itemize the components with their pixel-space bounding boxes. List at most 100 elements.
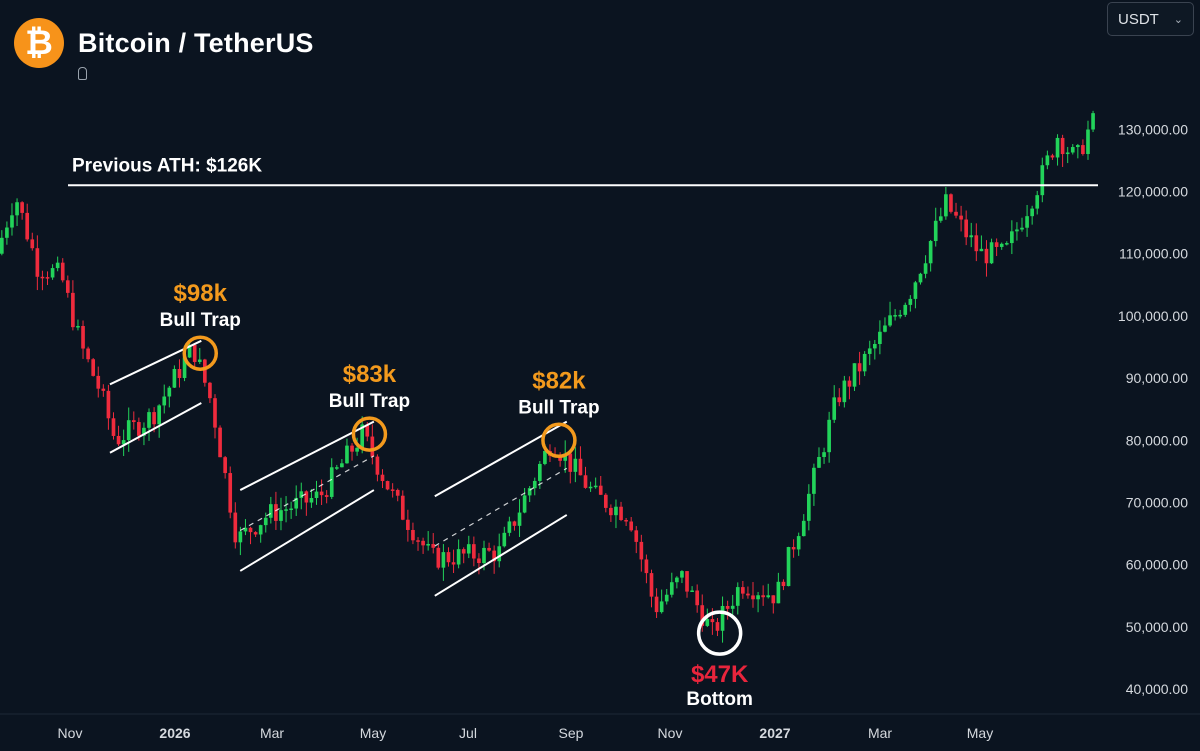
candle-body [228,473,233,513]
candle-body [482,547,486,564]
candle-body [1015,229,1019,232]
annotation-circle [182,335,219,371]
candle-body [634,530,639,542]
candle-body [999,243,1004,247]
candle-body [888,315,892,326]
candle-body [411,529,415,541]
y-tick-label: 70,000.00 [1126,495,1188,511]
candle-body [25,212,30,240]
x-tick-label: Mar [260,725,284,741]
annotation-circle [696,610,743,656]
candle-body [1091,113,1095,130]
candle-body [5,227,9,238]
candle-body [1025,216,1029,228]
candle-body [223,457,227,474]
candle-body [883,325,887,332]
candle-body [456,549,461,565]
candle-body [400,495,405,520]
candle-body [192,344,197,362]
candle-body [147,412,151,428]
candle-body [700,605,705,626]
candle-body [345,445,349,464]
candle-body [563,453,568,461]
candle-body [1040,165,1045,196]
x-tick-label: Jul [459,725,477,741]
candle-body [654,596,659,613]
candle-body [421,540,425,546]
candle-body [502,532,507,547]
candle-body [786,547,791,587]
candle-body [603,494,608,508]
candle-body [121,440,126,445]
candle-body [867,348,872,354]
candle-body [340,463,344,468]
candle-body [938,216,943,221]
candle-body [289,508,293,511]
candle-body [964,219,968,238]
candle-body [360,424,365,448]
candle-body [781,581,786,587]
x-tick-label: Mar [868,725,892,741]
candle-body [959,215,963,220]
candle-body [436,547,441,568]
annotation-text-label: Bull Trap [329,391,410,412]
channel-mid-dashed-line [434,467,568,547]
y-tick-label: 60,000.00 [1126,557,1188,573]
x-tick-label: May [360,725,386,741]
candle-body [771,595,776,604]
candle-body [497,546,502,562]
candle-body [243,527,248,532]
candle-body [1020,227,1024,230]
candle-body [583,475,588,488]
candle-body [218,427,222,458]
candle-body [137,422,141,436]
chevron-down-icon: ⌄ [1173,13,1183,26]
candle-body [715,622,720,631]
candle-body [791,547,796,550]
candle-body [675,577,679,583]
annotation-text-label: Bull Trap [518,397,599,418]
currency-value: USDT [1118,10,1159,28]
candle-body [172,369,177,388]
candle-body [304,491,309,503]
candle-body [507,521,512,533]
candle-body [96,375,101,389]
candle-body [329,467,334,497]
channel-lower-line [109,402,202,454]
symbol-title: Bitcoin / TetherUS [78,27,314,58]
candle-body [162,396,167,406]
candle-body [208,382,212,399]
candle-body [334,467,339,469]
x-tick-label: Nov [58,725,83,741]
candle-body [390,489,395,491]
candle-body [710,619,715,623]
candle-body [167,387,172,397]
candle-body [862,353,867,372]
channel-upper-line [434,420,568,498]
candle-body [101,388,106,391]
x-tick-label: 2027 [759,725,790,741]
candle-body [406,519,410,530]
candle-body [725,605,730,609]
candle-body [812,467,816,494]
candle-body [989,242,994,264]
x-tick-label: May [967,725,993,741]
candle-body [720,605,725,631]
candle-body [913,282,918,299]
candle-body [1004,243,1009,245]
annotation-price-label: $98k [174,280,228,307]
candle-body [796,536,801,550]
candle-body [461,549,466,554]
candle-body [1086,129,1090,155]
currency-select[interactable]: USDT ⌄ [1107,2,1194,36]
candle-body [928,241,933,264]
candle-body [1035,195,1040,209]
candle-body [649,573,654,597]
candle-body [872,344,877,349]
y-tick-label: 110,000.00 [1119,246,1188,262]
candle-body [944,194,948,217]
candle-body [274,504,278,521]
candle-body [969,235,974,238]
candle-body [314,491,319,499]
